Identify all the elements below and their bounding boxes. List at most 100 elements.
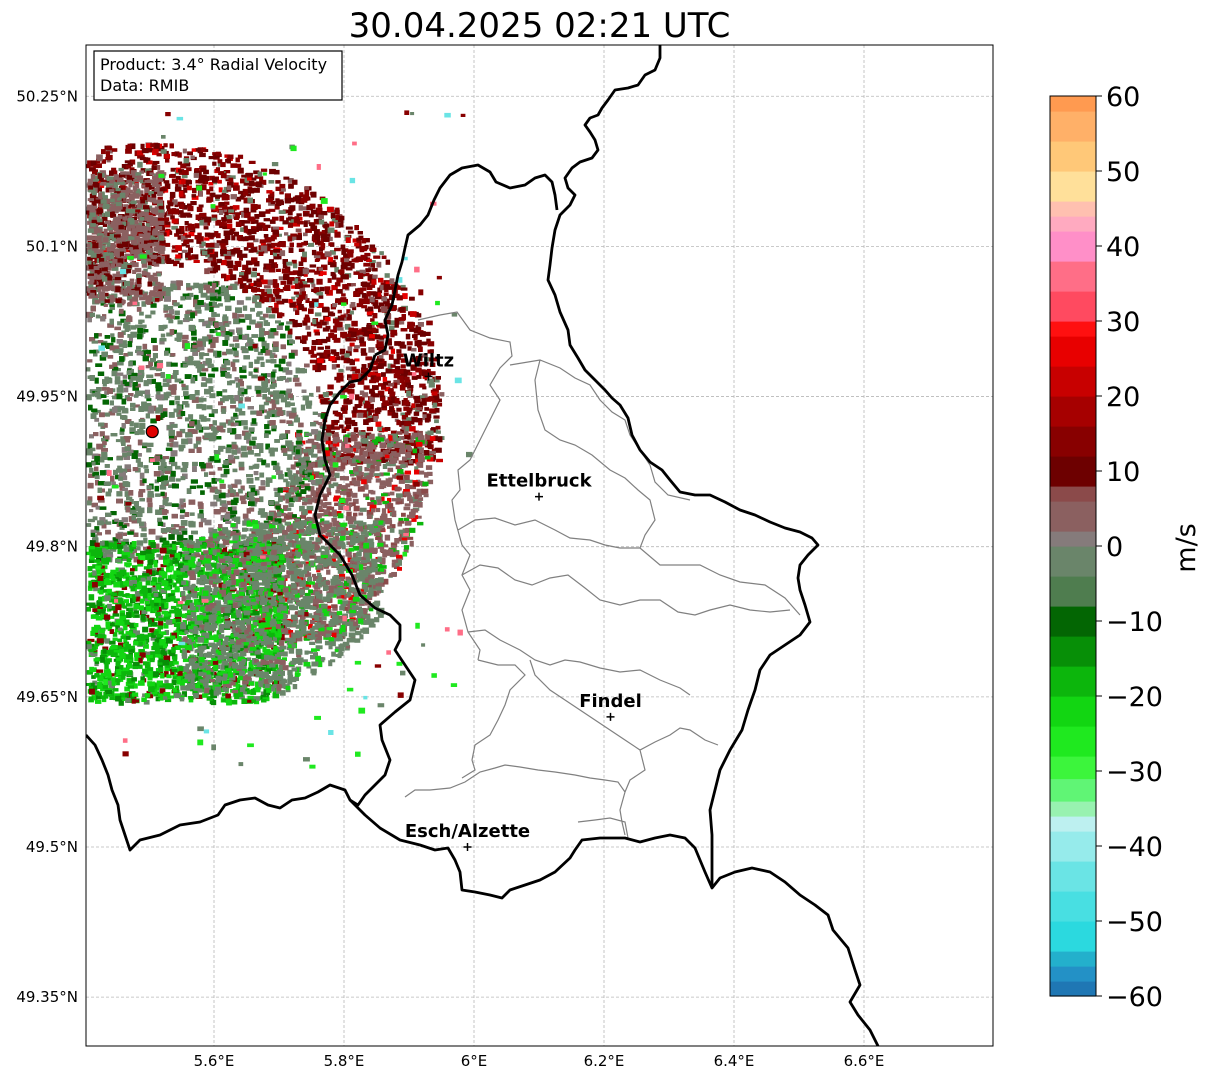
echo-pixel — [184, 162, 191, 167]
echo-pixel — [336, 594, 343, 599]
echo-pixel — [144, 192, 151, 197]
echo-pixel — [346, 437, 352, 443]
echo-pixel — [235, 196, 242, 202]
echo-pixel — [381, 544, 389, 548]
echo-pixel — [146, 352, 151, 358]
echo-pixel — [300, 339, 307, 344]
echo-pixel — [171, 249, 179, 253]
echo-pixel — [387, 446, 392, 450]
echo-pixel — [183, 158, 189, 164]
echo-pixel — [302, 320, 308, 326]
echo-pixel — [214, 231, 219, 237]
echo-pixel — [263, 285, 271, 289]
echo-pixel — [365, 400, 371, 404]
echo-pixel — [229, 252, 236, 257]
echo-pixel — [347, 314, 352, 320]
echo-pixel — [295, 310, 300, 315]
echo-pixel — [406, 451, 411, 458]
echo-pixel — [229, 230, 235, 234]
echo-pixel — [291, 259, 297, 264]
echo-pixel — [174, 151, 180, 157]
echo-pixel — [324, 290, 329, 295]
echo-pixel — [363, 484, 369, 490]
echo-pixel — [346, 424, 352, 429]
echo-pixel — [356, 256, 363, 262]
echo-pixel — [260, 168, 268, 172]
echo-pixel — [300, 440, 306, 445]
echo-pixel — [102, 247, 108, 254]
echo-pixel — [230, 274, 237, 281]
echo-pixel — [243, 182, 251, 186]
echo-pixel — [331, 364, 337, 370]
echo-pixel — [359, 507, 367, 512]
echo-pixel — [415, 408, 420, 413]
echo-pixel — [284, 285, 291, 291]
echo-pixel — [334, 472, 340, 479]
echo-pixel — [291, 285, 298, 289]
echo-pixel — [226, 158, 231, 164]
echo-pixel — [373, 305, 380, 309]
echo-pixel — [340, 464, 346, 470]
echo-pixel — [240, 227, 246, 232]
echo-pixel — [146, 160, 153, 165]
echo-pixel — [300, 606, 306, 613]
echo-pixel — [327, 384, 334, 390]
echo-pixel — [347, 581, 352, 588]
echo-pixel — [362, 392, 369, 398]
echo-pixel — [378, 308, 383, 313]
echo-pixel — [107, 154, 113, 161]
echo-pixel — [251, 257, 258, 263]
echo-pixel — [352, 445, 360, 450]
echo-pixel — [348, 594, 355, 601]
echo-pixel — [326, 206, 334, 213]
echo-pixel — [326, 391, 333, 395]
echo-pixel — [273, 288, 280, 295]
echo-pixel — [367, 582, 372, 588]
echo-pixel — [416, 479, 421, 484]
echo-pixel — [377, 425, 384, 432]
echo-pixel — [302, 268, 309, 275]
echo-pixel — [353, 348, 359, 353]
echo-pixel — [174, 233, 179, 237]
echo-pixel — [254, 204, 261, 209]
echo-pixel — [363, 493, 369, 498]
echo-pixel — [401, 540, 408, 545]
echo-pixel — [352, 238, 360, 243]
echo-pixel — [143, 198, 148, 205]
echo-pixel — [406, 417, 412, 421]
echo-pixel — [327, 447, 334, 453]
echo-pixel — [194, 169, 199, 175]
echo-pixel — [404, 421, 411, 427]
echo-pixel — [399, 446, 404, 451]
echo-pixel — [383, 334, 389, 338]
echo-pixel — [262, 296, 269, 302]
echo-pixel — [334, 232, 341, 238]
echo-pixel — [371, 508, 376, 513]
echo-pixel — [379, 324, 386, 329]
echo-pixel — [351, 410, 357, 414]
echo-pixel — [406, 341, 413, 346]
echo-pixel — [124, 160, 131, 164]
echo-pixel — [258, 245, 263, 251]
echo-pixel — [391, 412, 399, 417]
echo-pixel — [351, 599, 358, 605]
echo-pixel — [223, 230, 231, 236]
echo-pixel — [376, 362, 383, 369]
echo-pixel — [274, 203, 280, 210]
echo-pixel — [338, 505, 344, 511]
echo-pixel — [433, 415, 440, 419]
echo-pixel — [298, 529, 306, 533]
echo-pixel — [360, 588, 366, 595]
echo-pixel — [163, 180, 170, 184]
echo-pixel — [260, 279, 268, 285]
echo-pixel — [407, 447, 412, 452]
echo-pixel — [351, 373, 359, 380]
echo-pixel — [314, 270, 321, 275]
echo-pixel — [412, 515, 419, 520]
echo-pixel — [339, 390, 345, 396]
echo-pixel — [397, 487, 402, 491]
echo-pixel — [389, 305, 397, 311]
echo-pixel — [341, 428, 347, 433]
echo-pixel — [353, 427, 358, 433]
echo-pixel — [326, 432, 332, 436]
